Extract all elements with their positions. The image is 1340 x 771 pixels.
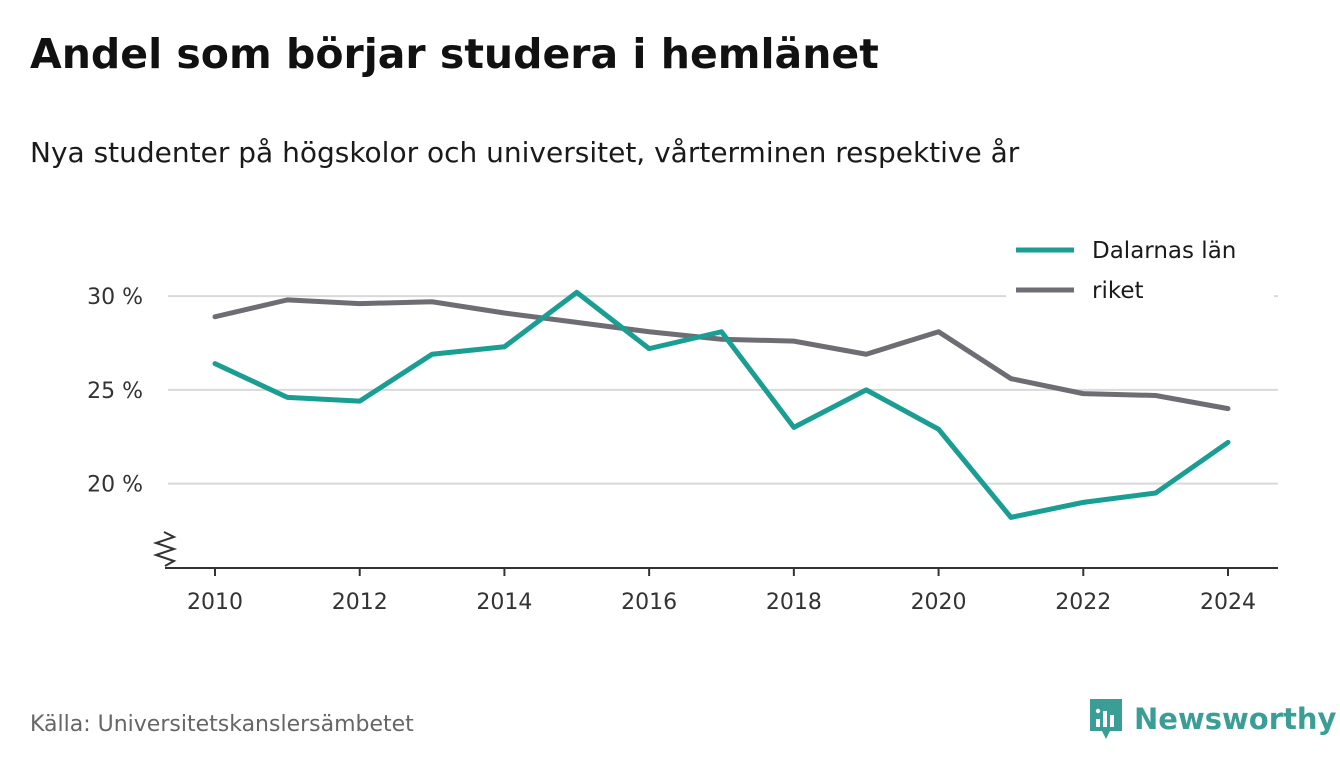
legend: Dalarnas län riket	[1006, 230, 1274, 310]
bar-chart-speech-bubble-icon	[1090, 699, 1122, 739]
x-tick-label: 2022	[1055, 590, 1111, 615]
legend-label: Dalarnas län	[1092, 238, 1236, 264]
x-tick-label: 2014	[476, 590, 532, 615]
gridlines	[168, 295, 1278, 485]
axes: 20 % 25 % 30 % 2010 2012 2014 2016 2018 2020 2022…	[87, 285, 1278, 615]
chart-subtitle: Nya studenter på högskolor och universit…	[30, 136, 1020, 169]
y-tick-label: 25 %	[87, 379, 143, 404]
x-tick-label: 2024	[1200, 590, 1256, 615]
x-tick-label: 2020	[911, 590, 967, 615]
series-line-riket	[212, 297, 1231, 412]
chart-title: Andel som börjar studera i hemlänet	[30, 30, 879, 78]
series-lines	[212, 289, 1231, 520]
brand-name: Newsworthy	[1134, 702, 1337, 736]
brand-logo: Newsworthy	[1088, 697, 1336, 741]
legend-label: riket	[1092, 278, 1144, 304]
source-note: Källa: Universitetskanslersämbetet	[30, 712, 414, 737]
x-tick-label: 2016	[621, 590, 677, 615]
x-tick-label: 2010	[187, 590, 243, 615]
x-tick-label: 2018	[766, 590, 822, 615]
y-tick-label: 20 %	[87, 473, 143, 498]
axis-break-icon	[152, 531, 178, 567]
series-line-dalarnas-län	[212, 289, 1231, 520]
legend-background	[1006, 230, 1274, 310]
line-chart: 20 % 25 % 30 % 2010 2012 2014 2016 2018 2020 2022…	[87, 230, 1278, 615]
y-tick-label: 30 %	[87, 285, 143, 310]
x-tick-label: 2012	[332, 590, 388, 615]
